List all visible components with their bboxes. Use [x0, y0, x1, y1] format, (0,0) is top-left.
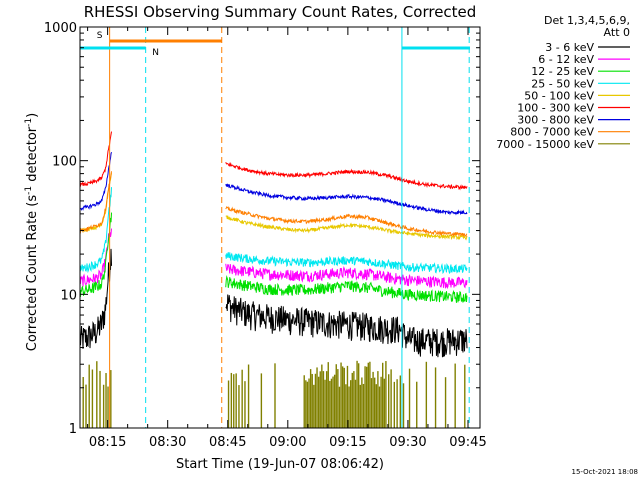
x-tick-label: 09:15	[329, 435, 366, 450]
y-tick-label: 10	[60, 288, 77, 303]
series-300-800-kev-line-1	[79, 152, 113, 211]
x-tick-label: 08:45	[209, 435, 246, 450]
series-6-12-kev-line-1	[79, 228, 113, 287]
series-800-7000-kev-line-2	[225, 206, 468, 238]
legend-entry-label: 25 - 50 keV	[531, 77, 594, 90]
x-axis-label: Start Time (19-Jun-07 08:06:42)	[176, 457, 384, 472]
series-100-300-kev-line-2	[225, 161, 468, 191]
legend-entry-label: 800 - 7000 keV	[510, 126, 594, 139]
attenuator-label: N	[152, 48, 159, 58]
chart-title: RHESSI Observing Summary Count Rates, Co…	[84, 3, 477, 21]
series-800-7000-kev-line-1	[79, 171, 113, 234]
x-tick-label: 09:45	[449, 435, 486, 450]
series-300-800-kev-line-2	[225, 183, 468, 216]
legend-entry-label: 50 - 100 keV	[524, 89, 594, 102]
x-tick-label: 09:30	[389, 435, 426, 450]
legend-entry-label: 6 - 12 keV	[538, 53, 594, 66]
attenuator-annotations: SN	[80, 27, 470, 428]
y-tick-label: 1000	[44, 21, 77, 36]
axes: 1 10 100 1000 08:15 08:30 08:45 09:00 09:15 09:30…	[44, 21, 487, 450]
plot-frame	[79, 26, 481, 429]
legend-entry-label: 100 - 300 keV	[517, 102, 594, 115]
x-tick-label: 08:15	[89, 435, 126, 450]
series-6-12-kev-line-2	[225, 263, 468, 290]
series-100-300-kev-line-1	[79, 131, 113, 187]
plot-area	[79, 131, 468, 428]
legend-header-line-2: Att 0	[604, 26, 630, 39]
legend-entry-label: 3 - 6 keV	[545, 41, 594, 54]
x-tick-label: 08:30	[149, 435, 186, 450]
series-25-50-kev-line-1	[79, 187, 113, 274]
legend-header-line-1: Det 1,3,4,5,6,9,	[544, 14, 630, 27]
series-3-6-kev-line-2	[225, 294, 468, 358]
y-tick-label: 100	[52, 155, 77, 170]
attenuator-label: S	[97, 31, 103, 41]
series-12-25-kev-line-2	[225, 274, 468, 303]
y-axis-label: Corrected Count Rate (s-1 detector-1)	[24, 113, 40, 351]
legend-entry-label: 7000 - 15000 keV	[496, 138, 594, 151]
legend-entry-label: 12 - 25 keV	[531, 65, 594, 78]
series-3-6-kev-line-1	[79, 248, 113, 349]
y-tick-label: 1	[69, 422, 77, 437]
footer-date: 15-Oct-2021 18:08	[572, 468, 638, 476]
series-12-25-kev-line-1	[79, 212, 113, 297]
series-25-50-kev-line-2	[225, 252, 468, 275]
legend-entry-label: 300 - 800 keV	[517, 114, 594, 127]
x-tick-label: 09:00	[269, 435, 306, 450]
